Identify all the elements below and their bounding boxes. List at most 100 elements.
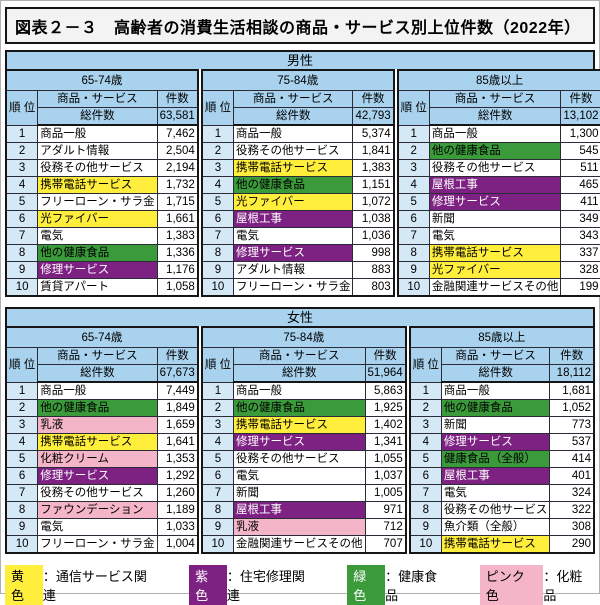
rank-cell: 2: [201, 142, 235, 160]
product-cell: 携帯電話サービス: [428, 244, 562, 262]
table-row: 9 修理サービス 1,176: [5, 261, 199, 279]
count-cell: 337: [560, 244, 600, 262]
table-row: 6 屋根工事 1,038: [201, 210, 395, 228]
table-row: 6 修理サービス 1,292: [5, 467, 199, 485]
count-cell: 511: [560, 159, 600, 177]
table-row: 1 商品一般 1,681: [409, 381, 595, 400]
count-cell: 1,292: [156, 467, 199, 485]
product-cell: 商品一般: [440, 381, 551, 400]
total-label: 総件数: [233, 364, 366, 383]
product-column-header: 商品・サービス: [37, 347, 158, 365]
count-cell: 1,641: [156, 433, 199, 451]
female-age-groups: 65-74歳順 位商品・サービス 件数 総件数 67,673 1 商品一般 7,449 2 他の…: [5, 326, 595, 554]
table-row: 3 携帯電話サービス 1,383: [201, 159, 395, 177]
rank-cell: 8: [409, 501, 442, 519]
product-cell: 電気: [440, 484, 551, 502]
product-cell: 商品一般: [428, 124, 562, 143]
table-row: 7 電気 1,036: [201, 227, 395, 245]
table-row: 7 電気 343: [397, 227, 600, 245]
count-cell: 1,661: [156, 210, 199, 228]
product-cell: 他の健康食品: [233, 176, 354, 194]
legend-item: ピンク色 ：化粧品: [479, 565, 595, 605]
count-column-header: 件数: [549, 347, 595, 365]
product-cell: 携帯電話サービス: [37, 433, 158, 451]
age-group-table: 65-74歳順 位商品・サービス 件数 総件数 67,673 1 商品一般 7,449 2 他の…: [5, 326, 199, 554]
table-row: 4 携帯電話サービス 1,732: [5, 176, 199, 194]
count-cell: 5,374: [352, 124, 395, 143]
rank-cell: 3: [5, 416, 39, 434]
age-group-header: 75-84歳: [201, 326, 407, 348]
count-cell: 537: [549, 433, 595, 451]
product-cell: 携帯電話サービス: [37, 176, 158, 194]
table-row: 4 他の健康食品 1,151: [201, 176, 395, 194]
count-cell: 1,336: [156, 244, 199, 262]
product-cell: 魚介類（全般）: [440, 518, 551, 536]
rank-cell: 8: [201, 501, 235, 519]
product-cell: 乳液: [233, 518, 366, 536]
rank-cell: 3: [397, 159, 430, 177]
legend-label: ：住宅修理関連: [226, 569, 305, 603]
count-cell: 1,732: [156, 176, 199, 194]
table-row: 3 乳液 1,659: [5, 416, 199, 434]
product-cell: 修理サービス: [233, 433, 366, 451]
rank-cell: 3: [5, 159, 39, 177]
table-row: 1 商品一般 7,462: [5, 124, 199, 143]
product-cell: 健康食品（全般）: [440, 450, 551, 468]
table-row: 9 乳液 712: [201, 518, 407, 536]
count-cell: 324: [549, 484, 595, 502]
count-cell: 1,715: [156, 193, 199, 211]
total-label: 総件数: [440, 364, 551, 383]
product-cell: 修理サービス: [440, 433, 551, 451]
product-cell: 新聞: [428, 210, 562, 228]
legend-item: 緑色 ：健康食品: [347, 565, 449, 605]
count-cell: 773: [549, 416, 595, 434]
count-cell: 1,176: [156, 261, 199, 279]
legend-swatch-pink: ピンク色: [479, 565, 544, 605]
product-cell: 電気: [37, 227, 158, 245]
total-count: 51,964: [364, 364, 407, 383]
product-cell: フリーローン・サラ金: [37, 193, 158, 211]
rank-cell: 2: [5, 399, 39, 417]
count-cell: 803: [352, 278, 395, 297]
count-cell: 1,038: [352, 210, 395, 228]
table-row: 8 ファウンデーション 1,189: [5, 501, 199, 519]
section-label-female: 女性: [5, 307, 595, 326]
total-row: 総件数 42,793: [202, 107, 395, 126]
total-label: 総件数: [37, 107, 158, 126]
age-group-table: 65-74歳順 位商品・サービス 件数 総件数 63,581 1 商品一般 7,462 2 アダ…: [5, 69, 199, 297]
product-cell: 役務その他サービス: [428, 159, 562, 177]
total-count: 67,673: [156, 364, 199, 383]
count-cell: 7,462: [156, 124, 199, 143]
product-column-header: 商品・サービス: [428, 90, 562, 108]
product-cell: 電気: [233, 227, 354, 245]
count-cell: 1,402: [364, 416, 407, 434]
table-row: 10 金融関連サービスその他 707: [201, 535, 407, 554]
table-row: 5 健康食品（全般） 414: [409, 450, 595, 468]
product-cell: 電気: [233, 467, 366, 485]
age-group-table: 75-84歳順 位商品・サービス 件数 総件数 51,964 1 商品一般 5,863 2 他の…: [200, 326, 407, 554]
rank-cell: 5: [409, 450, 442, 468]
product-cell: 他の健康食品: [233, 399, 366, 417]
count-column-header: 件数: [156, 347, 199, 365]
count-cell: 1,189: [156, 501, 199, 519]
product-cell: 修理サービス: [428, 193, 562, 211]
count-cell: 545: [560, 142, 600, 160]
count-cell: 328: [560, 261, 600, 279]
rank-cell: 4: [409, 433, 442, 451]
rank-cell: 6: [5, 467, 39, 485]
table-row: 1 商品一般 1,300: [397, 124, 600, 143]
age-group-header: 75-84歳: [201, 69, 395, 91]
rank-cell: 1: [409, 381, 442, 400]
count-column-header: 件数: [156, 90, 199, 108]
table-row: 8 修理サービス 998: [201, 244, 395, 262]
rank-cell: 7: [5, 227, 39, 245]
age-header-row: 75-84歳: [201, 69, 395, 91]
table-row: 1 商品一般 5,374: [201, 124, 395, 143]
total-row: 総件数 63,581: [6, 107, 199, 126]
count-cell: 465: [560, 176, 600, 194]
product-cell: 屋根工事: [440, 467, 551, 485]
count-cell: 1,383: [156, 227, 199, 245]
product-cell: 光ファイバー: [37, 210, 158, 228]
count-cell: 1,033: [156, 518, 199, 536]
section-male: 男性 65-74歳順 位商品・サービス 件数 総件数 63,581 1 商品一般 7,462…: [5, 50, 600, 297]
